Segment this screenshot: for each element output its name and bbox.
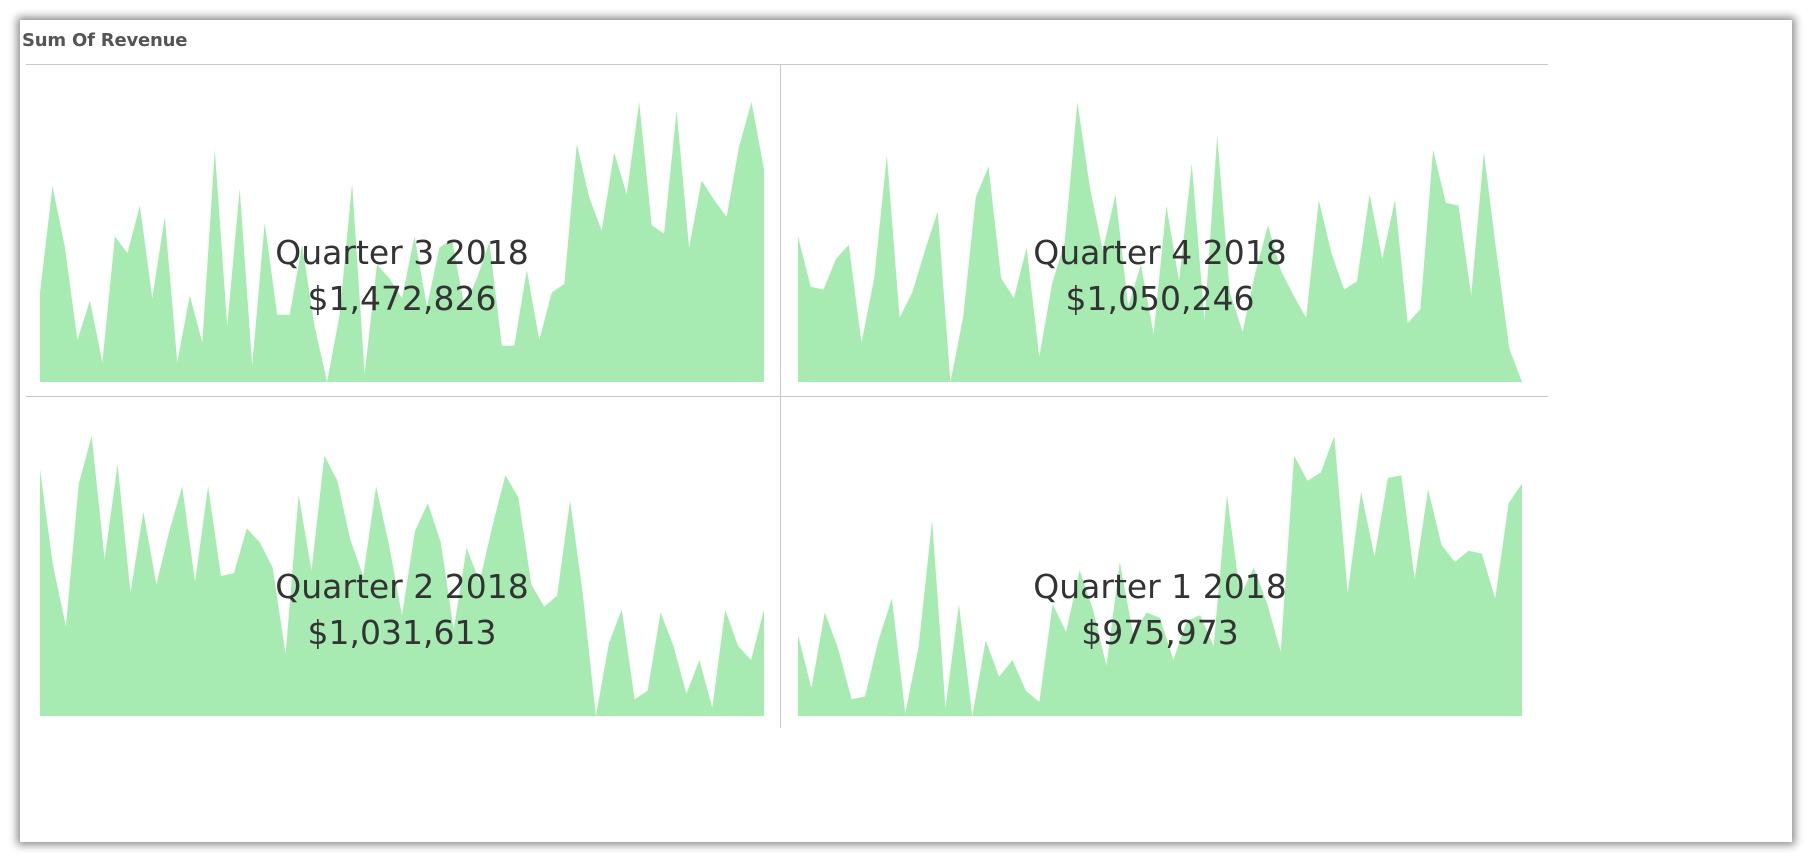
tile-value: $1,050,246 [1065,279,1255,318]
tile-value: $975,973 [1081,613,1239,652]
grid-vertical-line [780,64,781,728]
tile-quarter-1-2018[interactable]: Quarter 1 2018 $975,973 [798,416,1522,716]
area-series [798,102,1522,382]
tile-quarter-4-2018[interactable]: Quarter 4 2018 $1,050,246 [798,82,1522,382]
card-title: Sum Of Revenue [22,30,188,51]
tile-area-chart [798,102,1522,382]
tile-value: $1,472,826 [307,279,497,318]
area-series [40,436,764,716]
tile-area-chart [798,436,1522,716]
tile-name: Quarter 1 2018 [1033,567,1287,606]
grid-middle-line [26,396,1548,397]
tile-name: Quarter 4 2018 [1033,233,1287,272]
tile-name: Quarter 3 2018 [275,233,529,272]
area-series [798,436,1522,716]
tile-value: $1,031,613 [307,613,497,652]
dashboard-card: Sum Of Revenue Quarter 3 2018 $1,472,826… [20,20,1792,842]
grid-top-line [26,64,1548,65]
tile-name: Quarter 2 2018 [275,567,529,606]
tile-quarter-3-2018[interactable]: Quarter 3 2018 $1,472,826 [40,82,764,382]
tile-area-chart [40,102,764,382]
area-series [40,102,764,382]
tile-area-chart [40,436,764,716]
tile-quarter-2-2018[interactable]: Quarter 2 2018 $1,031,613 [40,416,764,716]
